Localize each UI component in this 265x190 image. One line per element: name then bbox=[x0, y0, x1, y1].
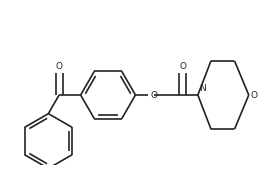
Text: O: O bbox=[56, 62, 63, 70]
Text: O: O bbox=[151, 90, 158, 100]
Text: O: O bbox=[179, 62, 186, 70]
Text: N: N bbox=[199, 84, 206, 93]
Text: O: O bbox=[251, 90, 258, 100]
